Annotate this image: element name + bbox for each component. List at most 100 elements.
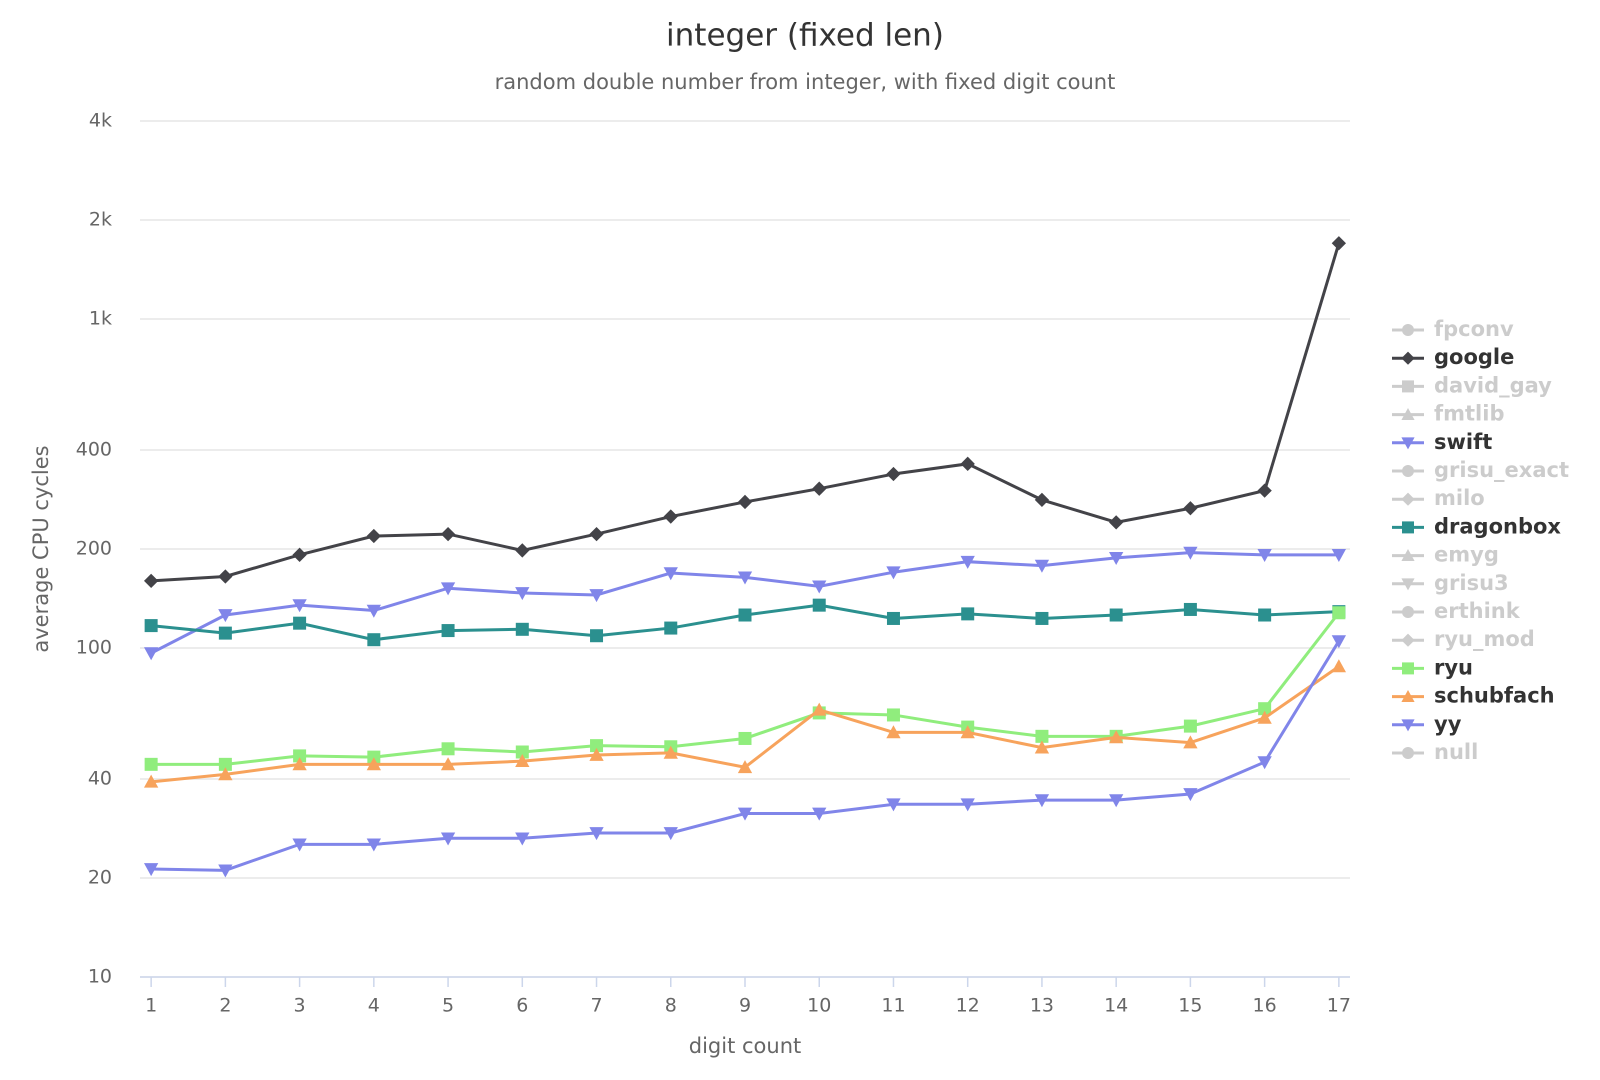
legend-item[interactable]: schubfach — [1434, 684, 1555, 708]
legend-symbol — [1401, 492, 1415, 506]
data-point — [366, 757, 381, 771]
data-point — [144, 757, 158, 771]
data-point — [441, 624, 455, 638]
legend-item[interactable]: ryu_mod — [1434, 627, 1535, 651]
data-point — [812, 807, 827, 821]
legend-symbol — [1401, 578, 1415, 591]
legend-symbol — [1401, 437, 1415, 450]
x-axis-title: digit count — [689, 1034, 802, 1058]
data-point — [738, 608, 752, 622]
data-point — [1109, 608, 1123, 622]
data-point — [1035, 729, 1049, 743]
x-tick-label: 16 — [1253, 995, 1277, 1017]
legend-item[interactable]: grisu_exact — [1434, 458, 1569, 482]
series-line — [150, 551, 1339, 655]
legend-item[interactable]: milo — [1434, 486, 1485, 510]
data-point — [292, 599, 307, 613]
legend-item[interactable]: fpconv — [1434, 317, 1514, 341]
x-tick-label: 11 — [881, 995, 905, 1017]
data-point — [1109, 551, 1124, 565]
data-point — [292, 838, 307, 852]
data-point — [1257, 483, 1272, 498]
data-point — [589, 747, 604, 761]
data-point — [960, 798, 975, 812]
data-point — [218, 569, 233, 584]
x-tick-label: 15 — [1178, 995, 1202, 1017]
y-axis-title: average CPU cycles — [29, 445, 53, 652]
data-point — [1258, 702, 1272, 716]
legend-item[interactable]: yy — [1434, 712, 1462, 736]
legend-item[interactable]: david_gay — [1434, 373, 1552, 397]
data-point — [886, 725, 901, 739]
legend-item[interactable]: null — [1434, 740, 1478, 764]
data-point — [515, 543, 530, 558]
x-tick-label: 12 — [956, 995, 980, 1017]
data-point — [664, 621, 678, 635]
data-point — [366, 604, 381, 618]
legend-symbol — [1401, 408, 1415, 420]
y-tick-label: 100 — [76, 637, 112, 659]
data-point — [886, 566, 901, 580]
legend-item[interactable]: ryu — [1434, 655, 1473, 679]
data-point — [1109, 730, 1124, 744]
data-point — [1257, 710, 1272, 724]
legend-symbol — [1401, 719, 1415, 732]
x-tick-label: 4 — [368, 995, 380, 1017]
x-tick-label: 3 — [294, 995, 306, 1017]
data-point — [590, 739, 604, 753]
data-point — [515, 745, 529, 759]
x-tick-label: 6 — [516, 995, 528, 1017]
data-point — [1331, 635, 1347, 649]
data-point — [1332, 606, 1346, 620]
data-point — [292, 757, 307, 771]
legend-item[interactable]: dragonbox — [1434, 514, 1561, 538]
data-point — [143, 647, 159, 661]
data-point — [886, 708, 900, 722]
data-point — [440, 582, 456, 596]
legend-item[interactable]: swift — [1434, 430, 1492, 454]
legend-symbol — [1402, 324, 1414, 336]
data-point — [1034, 492, 1050, 508]
data-point — [960, 725, 975, 739]
chart-title: integer (fixed len) — [666, 18, 944, 54]
data-point — [1034, 740, 1050, 754]
legend-symbol — [1402, 465, 1414, 477]
data-point — [1258, 608, 1272, 622]
data-point — [663, 509, 678, 524]
legend-symbol — [1402, 521, 1414, 534]
data-point — [812, 481, 827, 496]
data-point — [515, 622, 529, 636]
data-point — [144, 619, 158, 633]
data-point — [589, 589, 604, 603]
y-tick-label: 2k — [89, 209, 112, 231]
data-point — [367, 633, 381, 647]
data-point — [1109, 794, 1124, 808]
data-point — [441, 742, 455, 756]
data-point — [1183, 501, 1198, 516]
legend-item[interactable]: erthink — [1434, 599, 1521, 623]
data-point — [218, 609, 233, 623]
legend-item[interactable]: emyg — [1434, 543, 1499, 567]
x-tick-label: 9 — [739, 995, 751, 1017]
data-point — [590, 629, 604, 643]
data-point — [367, 750, 381, 764]
data-point — [1034, 559, 1050, 573]
data-point — [961, 607, 975, 621]
x-tick-label: 17 — [1327, 995, 1351, 1017]
data-point — [737, 760, 753, 774]
legend-item[interactable]: google — [1434, 345, 1514, 369]
x-tick-label: 14 — [1104, 995, 1128, 1017]
x-tick-label: 7 — [590, 995, 602, 1017]
data-point — [886, 798, 901, 812]
legend-item[interactable]: grisu3 — [1434, 571, 1509, 595]
data-point — [440, 832, 456, 846]
data-point — [1331, 548, 1347, 562]
data-point — [1034, 794, 1050, 808]
data-point — [1183, 735, 1198, 749]
y-tick-label: 40 — [88, 767, 112, 789]
data-point — [366, 838, 381, 852]
legend-item[interactable]: fmtlib — [1434, 402, 1505, 426]
data-point — [960, 555, 975, 569]
data-point — [812, 598, 826, 612]
x-tick-label: 1 — [145, 995, 157, 1017]
